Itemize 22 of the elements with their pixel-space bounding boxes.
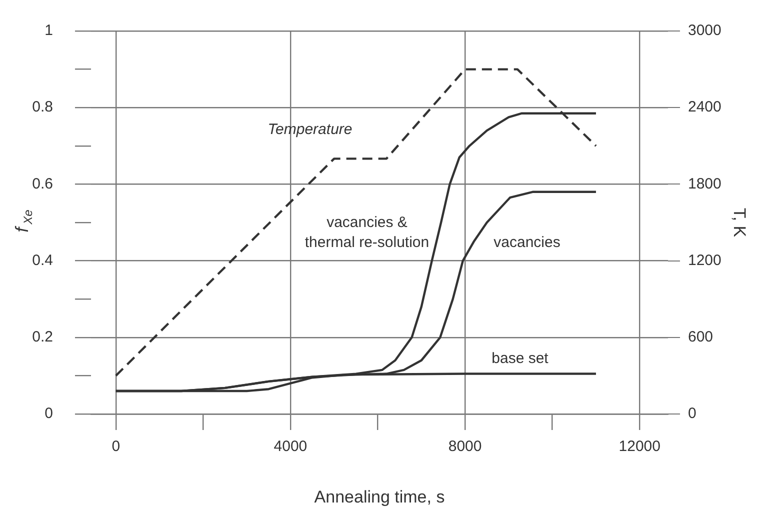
y-tick-label: 0.4 (32, 252, 53, 269)
x-tick-label: 4000 (274, 438, 308, 456)
series-label: vacancies (494, 234, 560, 252)
x-tick-label: 0 (112, 438, 120, 456)
series-label: vacancies & thermal re-solution (304, 214, 430, 252)
y-tick-label: 0.6 (32, 175, 53, 192)
y2-tick-label: 2400 (688, 98, 722, 116)
x-tick-label: 8000 (448, 438, 482, 456)
y-tick-label: 1 (44, 22, 53, 40)
y2-tick-label: 3000 (688, 22, 722, 40)
y-tick-label: 0.2 (32, 328, 53, 346)
y2-tick-label: 0 (688, 405, 696, 422)
y-axis-title: fXe (12, 209, 35, 232)
series-label: base set (492, 350, 550, 368)
y2-tick-label: 1200 (688, 252, 722, 269)
y2-tick-label: 600 (688, 328, 714, 346)
y2-tick-label: 1800 (688, 175, 722, 192)
y2-axis-title: T, K (730, 208, 750, 238)
y-tick-label: 0.8 (32, 98, 53, 116)
x-axis-title: Annealing time, s (314, 487, 445, 506)
x-tick-label: 12000 (618, 438, 660, 456)
y-tick-label: 0 (44, 405, 53, 422)
